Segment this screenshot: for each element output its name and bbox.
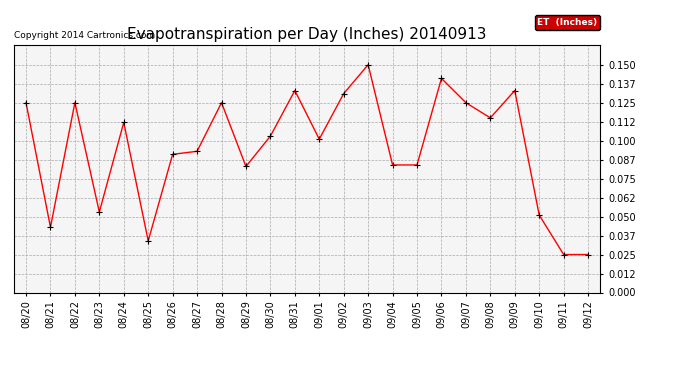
Text: Copyright 2014 Cartronics.com: Copyright 2014 Cartronics.com [14,31,155,40]
Legend: ET  (Inches): ET (Inches) [535,15,600,30]
Title: Evapotranspiration per Day (Inches) 20140913: Evapotranspiration per Day (Inches) 2014… [127,27,487,42]
